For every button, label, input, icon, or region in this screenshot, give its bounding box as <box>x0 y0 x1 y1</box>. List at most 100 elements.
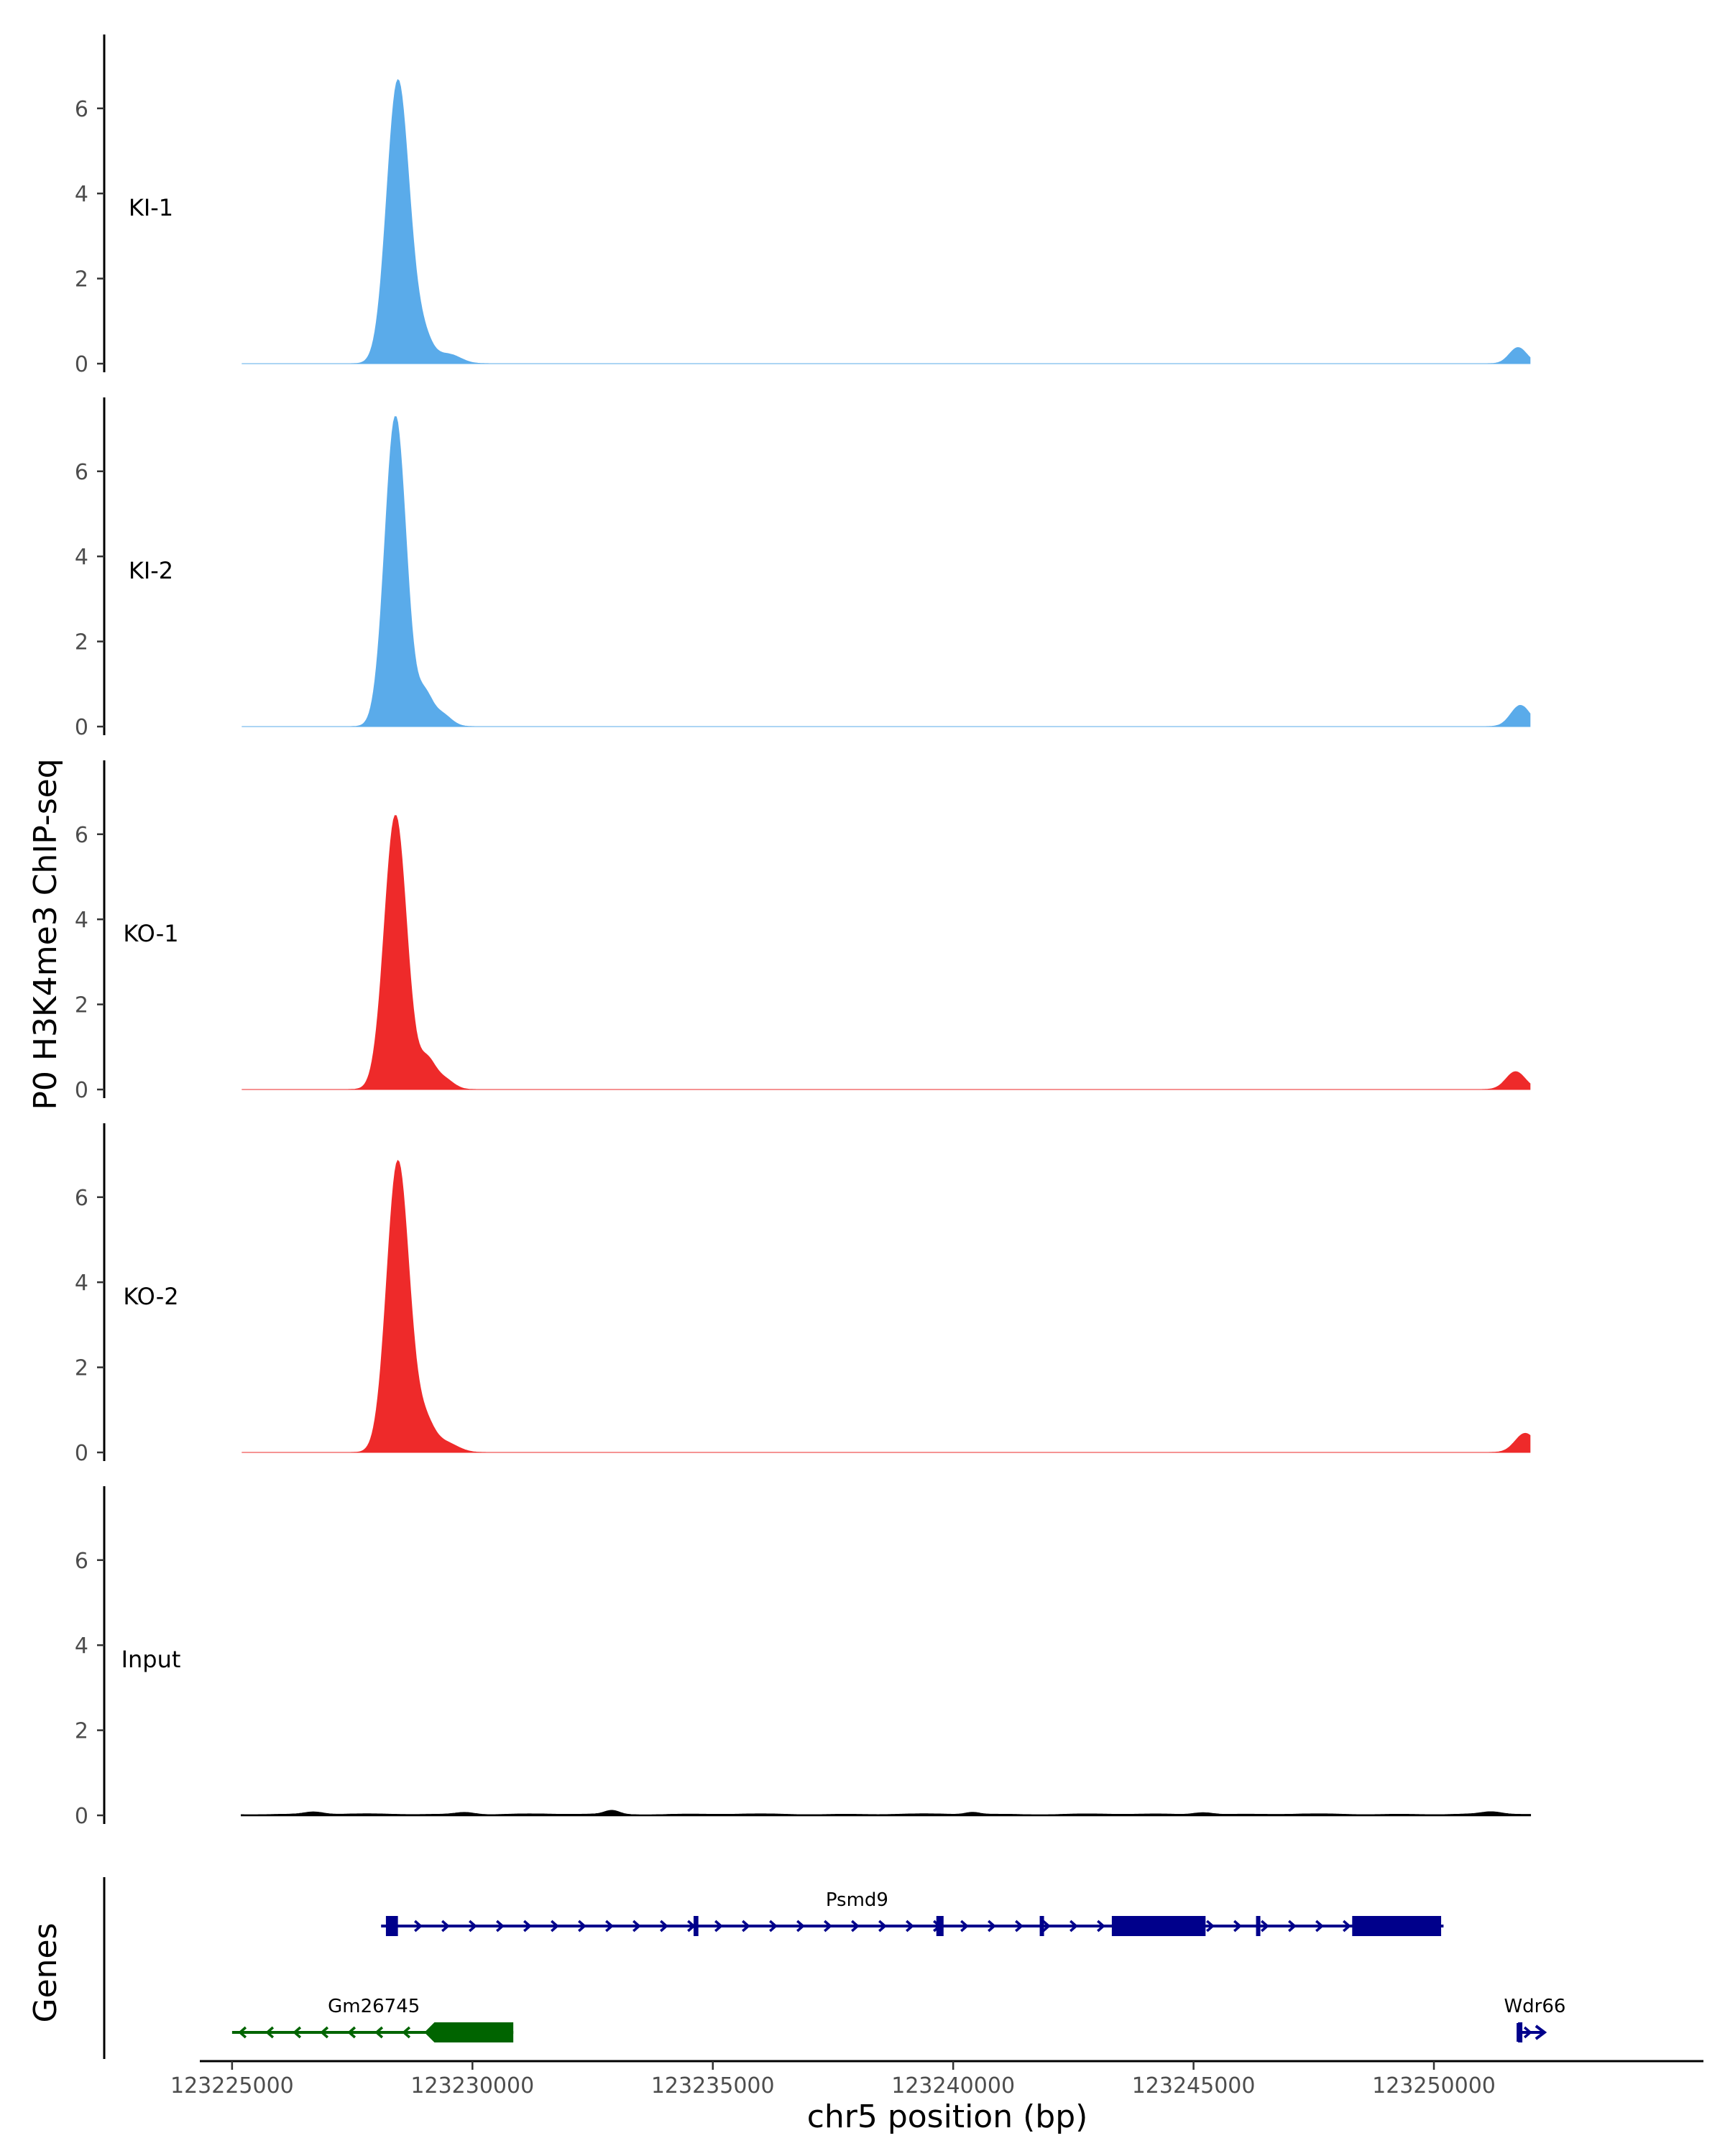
gene-gm26745: Gm26745 <box>231 1996 514 2042</box>
gene-label: Psmd9 <box>826 1889 888 1911</box>
strand-arrow <box>1015 1920 1024 1932</box>
strand-arrow <box>878 1920 887 1932</box>
y-tick-label: 0 <box>75 352 88 377</box>
strand-arrow <box>293 2026 302 2039</box>
gene-exon <box>1111 1916 1206 1936</box>
y-tick-label: 6 <box>75 823 88 848</box>
y-tick-label: 0 <box>75 715 88 740</box>
y-tick-label: 4 <box>75 182 88 207</box>
gene-exon <box>1518 2022 1523 2042</box>
strand-arrow <box>496 1920 505 1932</box>
strand-arrow <box>265 2026 275 2039</box>
y-tick-label: 6 <box>75 460 88 485</box>
y-tick-label: 4 <box>75 1271 88 1296</box>
track-ki-2: 0 2 4 6 KI-2 <box>75 397 1531 740</box>
gene-label: Gm26745 <box>328 1996 420 2017</box>
strand-arrow <box>960 1920 969 1932</box>
y-tick-label: 0 <box>75 1804 88 1829</box>
signal-area <box>242 416 1531 727</box>
strand-arrow <box>769 1920 778 1932</box>
signal-area <box>242 78 1531 364</box>
y-tick-label: 0 <box>75 1078 88 1103</box>
strand-arrow <box>1315 1920 1324 1932</box>
signal-area <box>242 1159 1531 1453</box>
strand-arrow <box>988 1920 996 1932</box>
strand-arrow <box>605 1920 614 1932</box>
track-label: KI-1 <box>129 194 173 221</box>
strand-arrow <box>796 1920 805 1932</box>
strand-arrow <box>1523 2026 1532 2039</box>
y-tick-label: 0 <box>75 1441 88 1466</box>
x-tick-label: 123240000 <box>891 2073 1015 2099</box>
y-tick-label: 6 <box>75 1549 88 1574</box>
strand-arrow <box>1070 1920 1078 1932</box>
gene-exon <box>385 1916 398 1936</box>
track-label: KI-2 <box>129 557 173 584</box>
gene-exon <box>1256 1916 1261 1936</box>
y-tick-label: 2 <box>75 1356 88 1381</box>
x-tick-label: 123230000 <box>410 2073 534 2099</box>
y-tick-label: 2 <box>75 1719 88 1744</box>
y-tick-label: 2 <box>75 267 88 292</box>
genes-panel: Psmd9 Gm26745 Wdr66 <box>103 1877 1565 2059</box>
gene-exon <box>936 1916 944 1936</box>
x-tick-label: 123245000 <box>1132 2073 1256 2099</box>
track-ko-1: 0 2 4 6 KO-1 <box>75 760 1531 1103</box>
strand-arrow <box>632 1920 641 1932</box>
y-tick-label: 2 <box>75 630 88 655</box>
strand-arrow <box>347 2026 356 2039</box>
gene-exon <box>1352 1916 1442 1936</box>
strand-arrow <box>374 2026 384 2039</box>
strand-arrow <box>469 1920 477 1932</box>
strand-arrow <box>1535 2024 1547 2040</box>
gene-label: Wdr66 <box>1504 1996 1565 2017</box>
signal-area <box>242 815 1531 1090</box>
strand-arrow <box>1343 1920 1351 1932</box>
signal-tracks: 0 2 4 6 KI-1 0 2 4 6 KI-2 0 2 4 6 KO-1 0 2 4 6 KO-2 0 2 4 6 Inpu… <box>75 34 1532 1829</box>
y-tick-label: 6 <box>75 1186 88 1211</box>
gene-exon <box>1039 1916 1044 1936</box>
genes-panel-title: Genes <box>27 1922 64 2022</box>
strand-arrow <box>714 1920 723 1932</box>
x-tick-label: 123225000 <box>170 2073 294 2099</box>
gene-wdr66: Wdr66 <box>1504 1996 1565 2042</box>
x-tick-label: 123235000 <box>651 2073 775 2099</box>
strand-arrow <box>824 1920 832 1932</box>
track-label: KO-1 <box>123 920 178 947</box>
signal-area <box>241 1810 1532 1817</box>
strand-arrow <box>578 1920 586 1932</box>
strand-arrow <box>441 1920 450 1932</box>
track-label: Input <box>121 1646 181 1673</box>
y-tick-label: 4 <box>75 545 88 570</box>
gene-exon <box>424 2022 514 2042</box>
strand-arrow <box>238 2026 247 2039</box>
strand-arrow <box>1206 1920 1215 1932</box>
strand-arrow <box>1261 1920 1269 1932</box>
strand-arrow <box>414 1920 423 1932</box>
y-tick-label: 4 <box>75 1634 88 1659</box>
y-tick-label: 2 <box>75 993 88 1018</box>
strand-arrow <box>320 2026 329 2039</box>
strand-arrow <box>660 1920 668 1932</box>
strand-arrow <box>1042 1920 1051 1932</box>
track-ko-2: 0 2 4 6 KO-2 <box>75 1123 1531 1466</box>
y-axis-title: P0 H3K4me3 ChIP-seq <box>27 758 64 1110</box>
y-tick-label: 4 <box>75 908 88 933</box>
track-ki-1: 0 2 4 6 KI-1 <box>75 34 1531 377</box>
x-axis-title: chr5 position (bp) <box>807 2099 1088 2135</box>
strand-arrow <box>851 1920 860 1932</box>
track-label: KO-2 <box>123 1283 178 1310</box>
strand-arrow <box>1288 1920 1297 1932</box>
strand-arrow <box>742 1920 750 1932</box>
gene-exon <box>693 1916 699 1936</box>
strand-arrow <box>551 1920 559 1932</box>
track-input: 0 2 4 6 Input <box>75 1486 1532 1829</box>
strand-arrow <box>906 1920 914 1932</box>
strand-arrow <box>1097 1920 1105 1932</box>
y-tick-label: 6 <box>75 97 88 122</box>
strand-arrow <box>523 1920 532 1932</box>
x-axis: 123225000 123230000 123235000 123240000 1232… <box>170 2060 1703 2099</box>
strand-arrow <box>1233 1920 1242 1932</box>
gene-psmd9: Psmd9 <box>381 1889 1444 1936</box>
